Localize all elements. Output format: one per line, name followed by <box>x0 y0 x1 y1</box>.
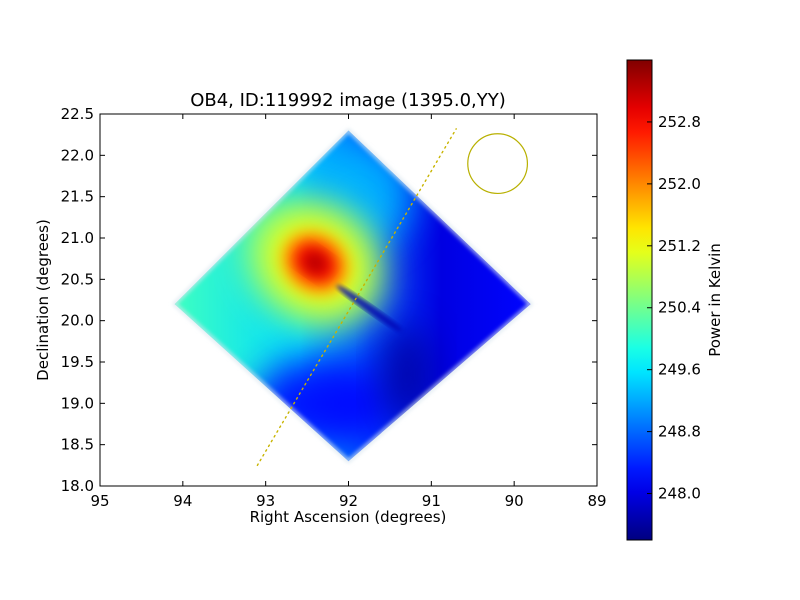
colorbar <box>626 59 653 541</box>
x-tick-label: 89 <box>587 492 606 510</box>
y-tick-label: 18.0 <box>61 477 94 495</box>
y-axis-label: Declination (degrees) <box>34 219 52 381</box>
colorbar-tick-label: 251.2 <box>658 237 701 255</box>
colorbar-tick-label: 250.4 <box>658 299 701 317</box>
colorbar-tick-label: 252.8 <box>658 113 701 131</box>
colorbar-label: Power in Kelvin <box>706 243 724 357</box>
field-of-view-outline <box>172 128 533 464</box>
y-tick-label: 20.5 <box>61 270 94 288</box>
beam-circle <box>467 133 529 195</box>
x-tick-label: 91 <box>422 492 441 510</box>
y-tick-label: 19.0 <box>61 394 94 412</box>
y-tick-label: 21.5 <box>61 188 94 206</box>
dotted-line <box>256 128 457 467</box>
x-tick-label: 93 <box>256 492 275 510</box>
y-tick-label: 20.0 <box>61 312 94 330</box>
colorbar-tick-label: 249.6 <box>658 361 701 379</box>
heatmap-streak <box>336 285 403 332</box>
y-tick-label: 21.0 <box>61 229 94 247</box>
x-tick-label: 94 <box>173 492 192 510</box>
colorbar-tick-label: 248.0 <box>658 485 701 503</box>
colorbar-ticks: 248.0 248.8 249.6 250.4 251.2 252.0 252.8 <box>647 113 701 503</box>
colorbar-tick-label: 248.8 <box>658 423 701 441</box>
y-tick-label: 19.5 <box>61 353 94 371</box>
x-tick-label: 90 <box>505 492 524 510</box>
y-tick-label: 22.5 <box>61 105 94 123</box>
heatmap-region-south <box>253 358 394 449</box>
chart-title: OB4, ID:119992 image (1395.0,YY) <box>190 90 506 111</box>
heatmap-peak-contour <box>304 252 327 273</box>
heatmap <box>172 128 533 464</box>
x-tick-label: 92 <box>339 492 358 510</box>
y-axis: 18.0 18.5 19.0 19.5 20.0 20.5 21.0 21.5 22.0 22.5 <box>61 105 597 495</box>
x-axis: 95 94 93 92 91 90 89 <box>90 114 607 510</box>
x-tick-label: 95 <box>90 492 109 510</box>
y-tick-label: 18.5 <box>61 436 94 454</box>
y-tick-label: 22.0 <box>61 146 94 164</box>
colorbar-tick-label: 252.0 <box>658 175 701 193</box>
x-axis-label: Right Ascension (degrees) <box>250 508 447 526</box>
